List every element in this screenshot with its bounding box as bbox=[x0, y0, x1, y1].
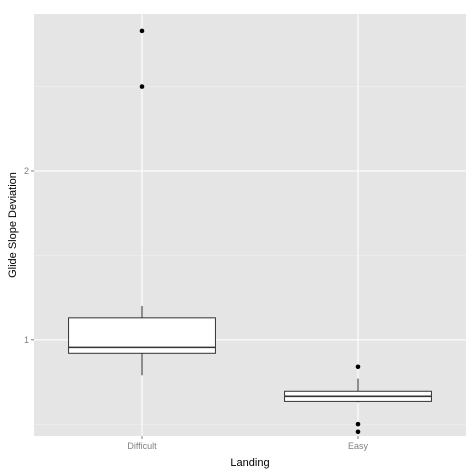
x-tick-label: Difficult bbox=[127, 441, 157, 451]
outlier-point bbox=[139, 28, 145, 34]
x-tick-label: Easy bbox=[348, 441, 369, 451]
y-tick-label: 1 bbox=[24, 335, 29, 345]
plot-panel bbox=[34, 14, 466, 436]
outlier-point bbox=[139, 84, 145, 89]
x-axis-title: Landing bbox=[230, 457, 269, 469]
y-axis-title: Glide Slope Deviation bbox=[7, 172, 19, 278]
outlier-point bbox=[355, 364, 361, 370]
outlier-point bbox=[355, 429, 361, 435]
axis-ticks: 1 2 Difficult Easy bbox=[24, 166, 369, 451]
outlier-point bbox=[355, 421, 361, 427]
box-marks bbox=[68, 28, 432, 435]
y-tick-label: 2 bbox=[24, 166, 29, 176]
